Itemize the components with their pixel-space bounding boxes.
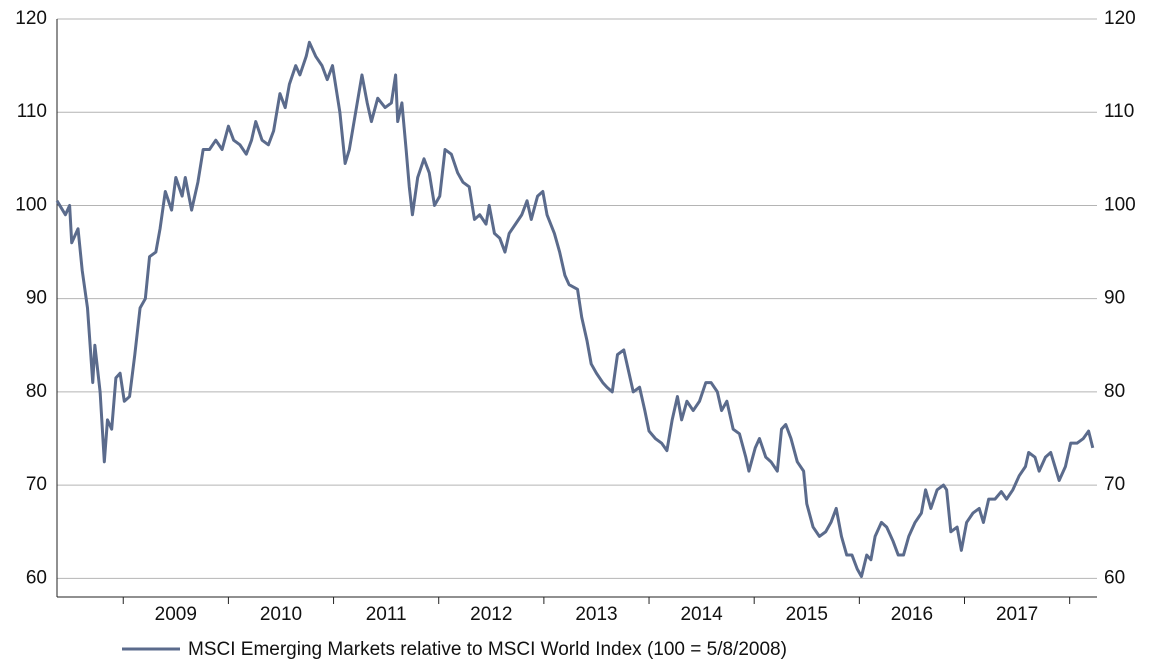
y2-tick-label: 90 <box>1104 288 1125 309</box>
y2-tick-label: 110 <box>1104 101 1134 122</box>
y-tick-label: 90 <box>26 288 47 309</box>
legend-label: MSCI Emerging Markets relative to MSCI W… <box>188 639 787 660</box>
x-tick-label: 2017 <box>996 604 1038 625</box>
y-tick-label: 60 <box>26 567 47 588</box>
y2-tick-label: 100 <box>1104 194 1136 215</box>
y2-tick-label: 60 <box>1104 567 1125 588</box>
y2-tick-label: 120 <box>1104 8 1136 29</box>
x-tick-label: 2016 <box>891 604 933 625</box>
y-tick-label: 110 <box>17 101 47 122</box>
x-tick-label: 2013 <box>575 604 617 625</box>
y2-tick-label: 70 <box>1104 474 1125 495</box>
plot-area: 60 70 80 90 100 110 120 60 70 80 90 100 110 120 2009 20… <box>15 8 1135 625</box>
x-tick-label: 2015 <box>786 604 828 625</box>
y-tick-label: 120 <box>15 8 47 29</box>
y-tick-label: 100 <box>15 194 47 215</box>
x-tick-label: 2012 <box>470 604 512 625</box>
x-tick-label: 2011 <box>366 604 407 625</box>
y-tick-label: 80 <box>26 381 47 402</box>
data-line <box>55 40 1095 578</box>
y-tick-label: 70 <box>26 474 47 495</box>
x-tick-label: 2010 <box>260 604 302 625</box>
x-tick-label: 2014 <box>680 604 723 625</box>
x-tick-label: 2009 <box>155 604 197 625</box>
y2-tick-label: 80 <box>1104 381 1125 402</box>
